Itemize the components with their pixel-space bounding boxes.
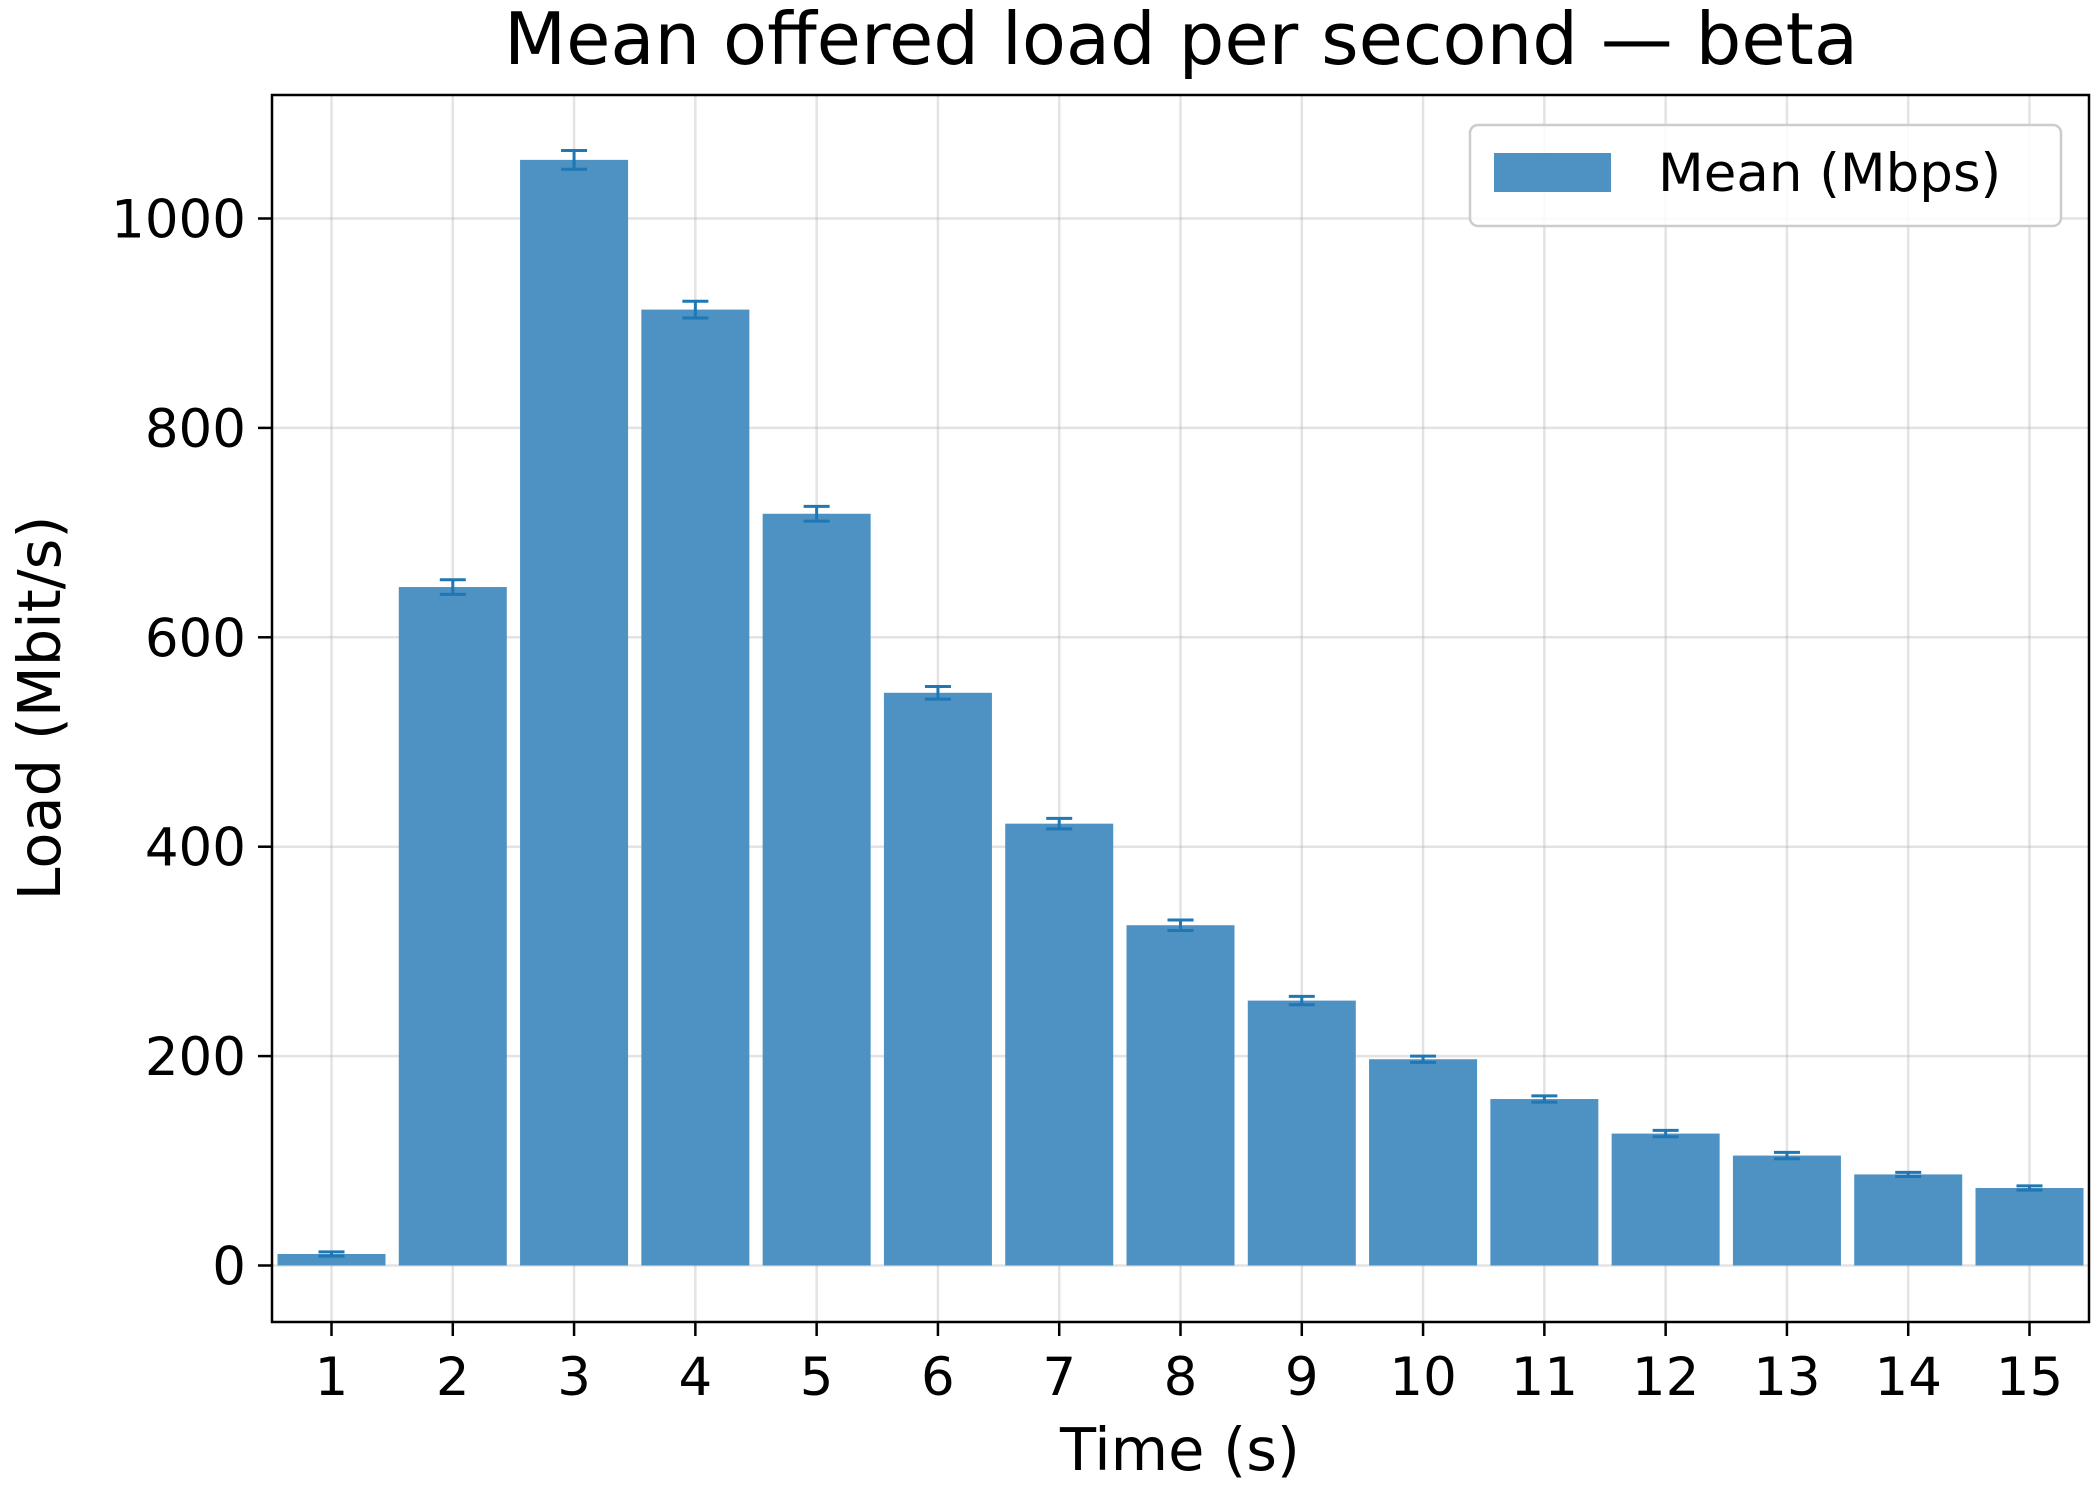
x-tick-label: 11 xyxy=(1511,1347,1578,1408)
bar xyxy=(1732,1155,1841,1266)
x-tick-label: 1 xyxy=(315,1347,349,1408)
error-bar xyxy=(1288,994,1315,1007)
bar xyxy=(762,513,871,1266)
x-tick-label: 3 xyxy=(557,1347,591,1408)
bar xyxy=(1975,1188,2084,1266)
x-tick-label: 8 xyxy=(1164,1347,1198,1408)
y-tick-label: 0 xyxy=(212,1237,246,1298)
x-tick-label: 5 xyxy=(800,1347,834,1408)
error-bar xyxy=(924,685,951,701)
error-bar xyxy=(561,148,588,171)
y-tick-label: 200 xyxy=(145,1027,246,1088)
bar xyxy=(641,309,750,1266)
bar xyxy=(1126,925,1235,1266)
error-bar xyxy=(1652,1128,1679,1139)
bar-series xyxy=(277,159,2084,1266)
bar xyxy=(1611,1133,1720,1266)
x-tick-label: 10 xyxy=(1389,1347,1456,1408)
chart-title: Mean offered load per second — beta xyxy=(504,0,1858,81)
x-tick-label: 14 xyxy=(1874,1347,1941,1408)
y-tick-label: 1000 xyxy=(111,190,246,251)
x-tick-label: 4 xyxy=(678,1347,712,1408)
y-tick-label: 800 xyxy=(145,399,246,460)
error-bar xyxy=(682,299,709,320)
error-bar xyxy=(1773,1150,1800,1161)
bar xyxy=(883,692,992,1266)
x-tick-label: 13 xyxy=(1753,1347,1820,1408)
y-axis-label: Load (Mbit/s) xyxy=(5,516,74,901)
x-axis-ticks: 1 2 3 4 5 6 7 8 9 10 11 12 13 14 15 xyxy=(315,1322,2063,1408)
x-tick-label: 2 xyxy=(436,1347,470,1408)
x-tick-label: 6 xyxy=(921,1347,955,1408)
y-axis-ticks: 0 200 400 600 800 1000 xyxy=(111,190,272,1298)
x-tick-label: 9 xyxy=(1285,1347,1319,1408)
bar xyxy=(277,1253,386,1266)
x-tick-label: 12 xyxy=(1632,1347,1699,1408)
error-bars xyxy=(318,148,2043,1258)
error-bar xyxy=(803,504,830,523)
error-bar xyxy=(439,578,466,596)
bar xyxy=(1247,1000,1356,1266)
bar xyxy=(1005,823,1114,1266)
error-bar xyxy=(1895,1170,1922,1179)
error-bar xyxy=(1410,1054,1437,1064)
x-axis-label: Time (s) xyxy=(1059,1415,1300,1484)
bar xyxy=(520,159,629,1266)
error-bar xyxy=(1046,816,1073,831)
bar xyxy=(1490,1099,1599,1266)
error-bar xyxy=(1167,918,1194,932)
y-tick-label: 600 xyxy=(145,608,246,669)
x-tick-label: 7 xyxy=(1042,1347,1076,1408)
error-bar xyxy=(2016,1184,2043,1192)
error-bar xyxy=(318,1250,345,1258)
x-tick-label: 15 xyxy=(1996,1347,2063,1408)
bar xyxy=(398,587,507,1266)
error-bar xyxy=(1531,1094,1558,1104)
legend-swatch xyxy=(1494,153,1611,192)
legend-box xyxy=(1468,123,2063,228)
bar xyxy=(1854,1174,1963,1266)
legend-label: Mean (Mbps) xyxy=(1658,143,2001,204)
y-tick-label: 400 xyxy=(145,818,246,879)
bar xyxy=(1369,1059,1478,1266)
legend: Mean (Mbps) xyxy=(1468,123,2063,228)
